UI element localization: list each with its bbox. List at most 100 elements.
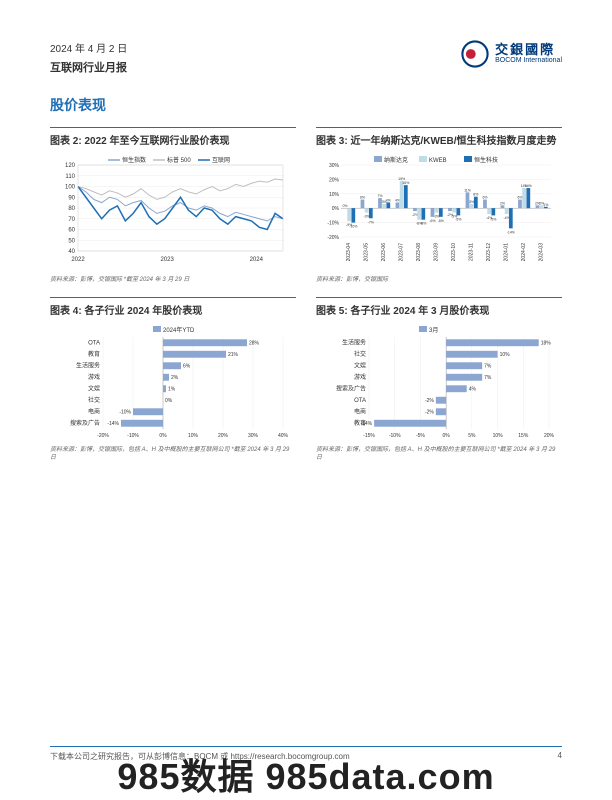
svg-text:70: 70 xyxy=(68,217,75,223)
chart-3-source: 资料来源：彭博，交银国际 xyxy=(316,277,562,285)
svg-text:搜索及广告: 搜索及广告 xyxy=(70,419,100,427)
svg-text:3月: 3月 xyxy=(429,327,438,334)
svg-text:游戏: 游戏 xyxy=(354,373,366,381)
svg-text:6%: 6% xyxy=(183,363,191,369)
svg-text:20%: 20% xyxy=(544,433,555,439)
svg-text:100: 100 xyxy=(65,185,76,191)
svg-text:-5%: -5% xyxy=(416,433,425,439)
svg-text:标普 500: 标普 500 xyxy=(167,156,191,164)
svg-text:21%: 21% xyxy=(228,352,239,358)
svg-text:OTA: OTA xyxy=(88,340,100,346)
svg-text:-14%: -14% xyxy=(507,230,515,234)
svg-text:纳斯达克: 纳斯达克 xyxy=(384,156,408,164)
svg-text:2023-05: 2023-05 xyxy=(363,243,369,262)
svg-text:10%: 10% xyxy=(329,192,340,198)
chart-5-source: 资料来源：彭博，交银国际，包括 A、H 及中概股的主要互联网公司 *截至 202… xyxy=(316,447,562,463)
svg-text:1%: 1% xyxy=(543,203,548,207)
svg-text:生活服务: 生活服务 xyxy=(342,338,366,346)
chart-5-block: 图表 5: 各子行业 2024 年 3 月股价表现 3月-15%-10%-5%0… xyxy=(316,297,562,463)
chart-3-area: 纳斯达克KWEB恒生科技-20%-10%0%10%20%30%0%-9%-10%… xyxy=(316,153,562,273)
svg-text:互联网: 互联网 xyxy=(212,156,230,164)
svg-text:2024-03: 2024-03 xyxy=(538,243,544,262)
svg-text:搜索及广告: 搜索及广告 xyxy=(336,384,366,392)
svg-text:教育: 教育 xyxy=(88,350,100,358)
svg-text:8%: 8% xyxy=(473,193,478,197)
svg-text:15%: 15% xyxy=(518,433,529,439)
svg-text:0%: 0% xyxy=(443,433,451,439)
svg-text:2023-09: 2023-09 xyxy=(433,243,439,262)
svg-text:生活服务: 生活服务 xyxy=(76,361,100,369)
svg-text:社交: 社交 xyxy=(88,396,100,404)
svg-text:0%: 0% xyxy=(165,398,173,404)
chart-2-title: 图表 2: 2022 年至今互联网行业股价表现 xyxy=(50,127,296,147)
svg-text:14%: 14% xyxy=(525,184,532,188)
svg-text:40%: 40% xyxy=(278,433,289,439)
chart-4-title: 图表 4: 各子行业 2024 年股价表现 xyxy=(50,297,296,317)
report-date: 2024 年 4 月 2 日 xyxy=(50,40,127,55)
svg-text:恒生科技: 恒生科技 xyxy=(474,156,498,164)
svg-text:6%: 6% xyxy=(482,196,487,200)
svg-text:电商: 电商 xyxy=(354,407,366,415)
svg-text:80: 80 xyxy=(68,206,75,212)
svg-text:18%: 18% xyxy=(541,340,552,346)
svg-text:KWEB: KWEB xyxy=(429,158,447,164)
page-header: 2024 年 4 月 2 日 互联网行业月报 交銀國際 BOCOM Intern… xyxy=(50,40,562,75)
svg-text:社交: 社交 xyxy=(354,350,366,358)
svg-text:-6%: -6% xyxy=(429,219,435,223)
svg-text:2023-06: 2023-06 xyxy=(381,243,387,262)
svg-text:2023-10: 2023-10 xyxy=(451,243,457,262)
svg-text:2023-08: 2023-08 xyxy=(416,243,422,262)
svg-text:30%: 30% xyxy=(329,163,340,169)
svg-text:文娱: 文娱 xyxy=(88,384,100,392)
svg-text:4%: 4% xyxy=(469,386,477,392)
svg-text:-14%: -14% xyxy=(107,421,119,427)
chart-2-source: 资料来源：彭博，交银国际 *截至 2024 年 3 月 29 日 xyxy=(50,277,296,285)
svg-text:-2%: -2% xyxy=(425,398,434,404)
svg-text:2024年YTD: 2024年YTD xyxy=(163,326,195,334)
chart-2-block: 图表 2: 2022 年至今互联网行业股价表现 恒生指数标普 500互联网405… xyxy=(50,127,296,285)
svg-text:2023-07: 2023-07 xyxy=(398,243,404,262)
svg-text:2024-01: 2024-01 xyxy=(503,243,509,262)
svg-text:6%: 6% xyxy=(517,196,522,200)
svg-text:2%: 2% xyxy=(171,375,179,381)
svg-text:-5%: -5% xyxy=(490,217,496,221)
chart-4-block: 图表 4: 各子行业 2024 年股价表现 2024年YTD-20%-10%0%… xyxy=(50,297,296,463)
svg-text:60: 60 xyxy=(68,228,75,234)
svg-text:0%: 0% xyxy=(342,204,347,208)
svg-text:10%: 10% xyxy=(500,352,511,358)
svg-text:4%: 4% xyxy=(395,198,400,202)
svg-text:-2%: -2% xyxy=(412,213,418,217)
section-title: 股价表现 xyxy=(50,95,562,115)
svg-text:50: 50 xyxy=(68,238,75,244)
chart-3-title: 图表 3: 近一年纳斯达克/KWEB/恒生科技指数月度走势 xyxy=(316,127,562,147)
svg-text:11%: 11% xyxy=(464,188,471,192)
svg-text:2022: 2022 xyxy=(71,257,85,263)
svg-text:-20%: -20% xyxy=(97,433,109,439)
watermark: 985数据 985data.com xyxy=(117,748,494,800)
svg-text:7%: 7% xyxy=(377,194,382,198)
chart-2-area: 恒生指数标普 500互联网405060708090100110120202220… xyxy=(50,153,296,273)
svg-text:10%: 10% xyxy=(188,433,199,439)
svg-text:-3%: -3% xyxy=(364,215,370,219)
svg-text:2024-02: 2024-02 xyxy=(521,243,527,262)
chart-3-block: 图表 3: 近一年纳斯达克/KWEB/恒生科技指数月度走势 纳斯达克 KWEB 恒生… xyxy=(316,127,562,285)
svg-text:3%: 3% xyxy=(469,200,474,204)
svg-text:1%: 1% xyxy=(168,386,176,392)
svg-text:40: 40 xyxy=(68,249,75,255)
svg-text:30%: 30% xyxy=(248,433,259,439)
svg-text:-8%: -8% xyxy=(420,222,426,226)
company-logo: 交銀國際 BOCOM International xyxy=(461,40,562,68)
svg-text:28%: 28% xyxy=(249,340,260,346)
svg-text:-6%: -6% xyxy=(438,219,444,223)
svg-text:-20%: -20% xyxy=(327,235,339,241)
svg-text:电商: 电商 xyxy=(88,407,100,415)
header-left: 2024 年 4 月 2 日 互联网行业月报 xyxy=(50,40,127,75)
svg-text:7%: 7% xyxy=(484,375,492,381)
svg-text:OTA: OTA xyxy=(354,398,366,404)
logo-icon xyxy=(461,40,489,68)
page-number: 4 xyxy=(558,751,562,762)
svg-text:-10%: -10% xyxy=(389,433,401,439)
svg-text:20%: 20% xyxy=(329,177,340,183)
svg-text:7%: 7% xyxy=(484,363,492,369)
logo-text-cn: 交銀國際 xyxy=(495,43,562,57)
